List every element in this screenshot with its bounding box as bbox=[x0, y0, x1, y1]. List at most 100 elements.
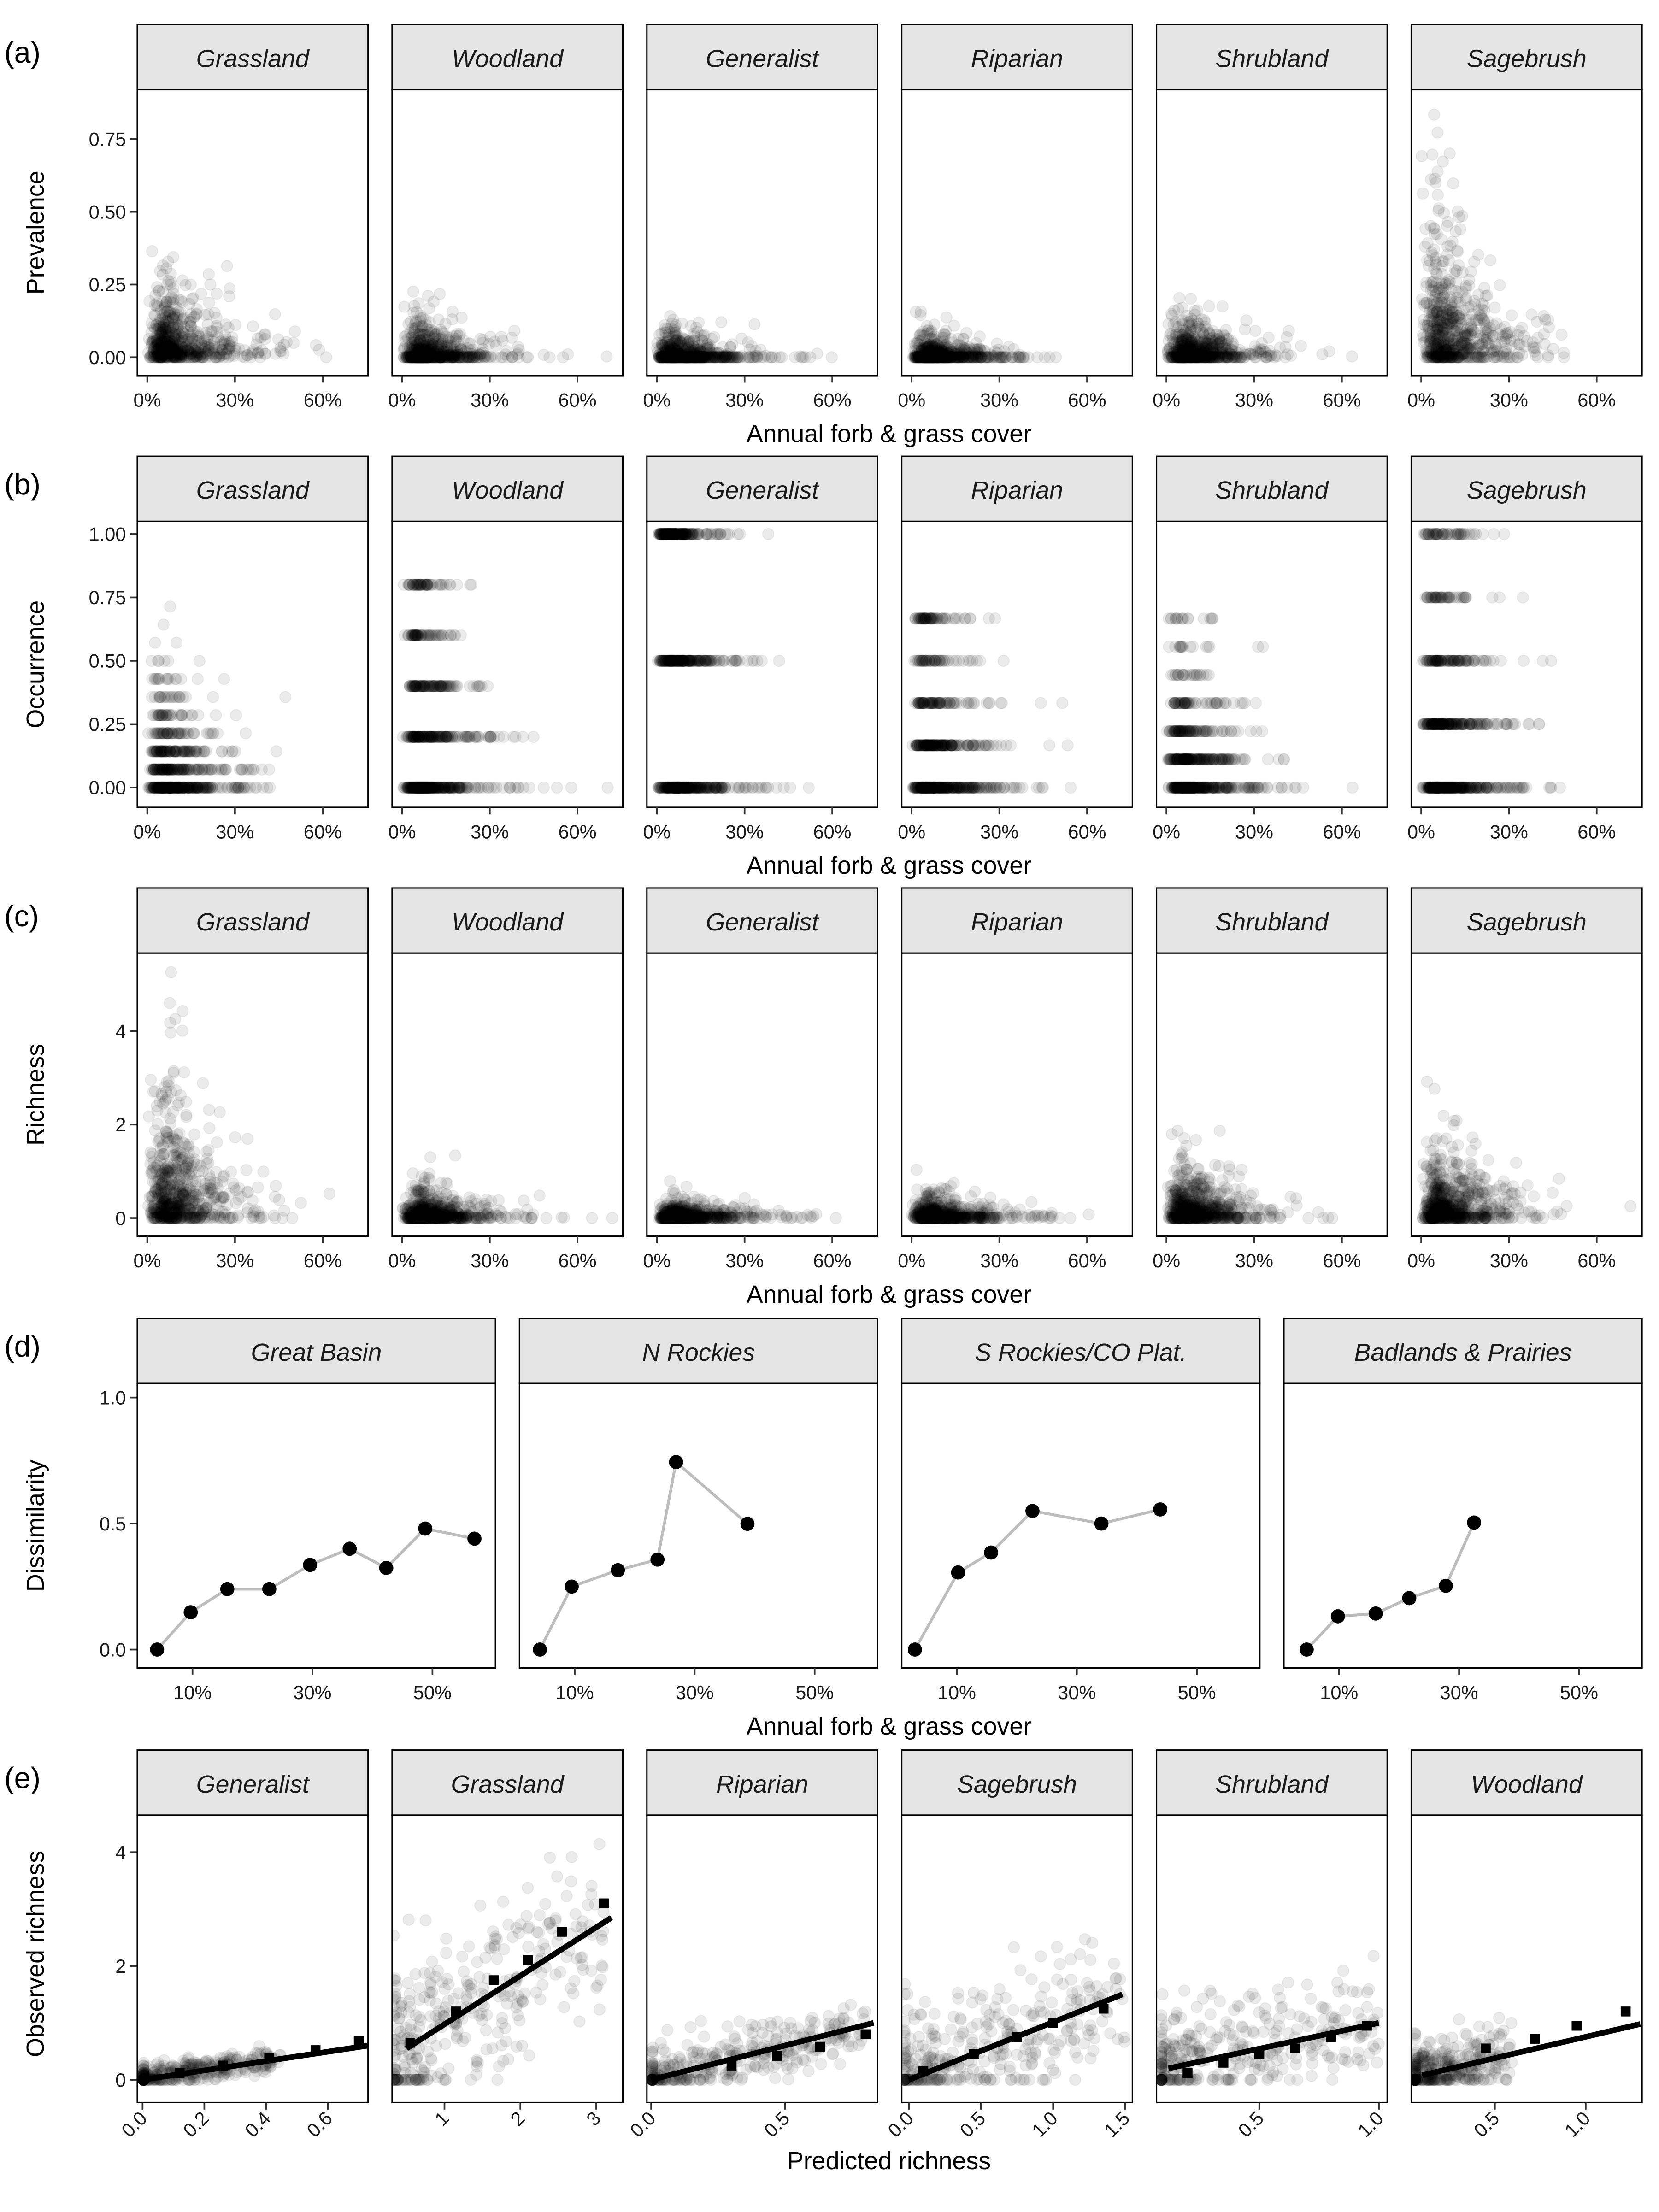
data-point bbox=[683, 351, 695, 364]
data-point bbox=[415, 321, 427, 333]
data-point bbox=[449, 335, 462, 347]
data-point bbox=[665, 351, 677, 364]
data-point bbox=[682, 350, 695, 363]
data-point bbox=[915, 347, 928, 360]
data-point bbox=[446, 348, 459, 361]
data-point bbox=[405, 339, 418, 351]
data-point bbox=[419, 339, 432, 352]
data-point bbox=[1420, 330, 1433, 343]
data-point bbox=[692, 350, 704, 362]
data-point bbox=[416, 350, 429, 363]
data-point bbox=[935, 342, 948, 354]
data-point bbox=[657, 351, 670, 364]
data-point bbox=[213, 341, 225, 353]
data-point bbox=[143, 295, 156, 307]
x-tick-label: 0% bbox=[1407, 389, 1435, 411]
data-point bbox=[153, 335, 165, 348]
data-point bbox=[154, 320, 166, 332]
data-point bbox=[192, 346, 205, 359]
data-point bbox=[405, 351, 418, 364]
data-point bbox=[947, 351, 959, 364]
data-point bbox=[222, 321, 235, 334]
data-point bbox=[151, 345, 163, 358]
data-point bbox=[731, 351, 744, 364]
data-point bbox=[691, 350, 703, 363]
data-point bbox=[219, 318, 232, 331]
facet-strip-label: Riparian bbox=[971, 45, 1063, 72]
data-point bbox=[665, 351, 677, 364]
data-point bbox=[412, 342, 425, 355]
data-point bbox=[410, 350, 423, 363]
data-point bbox=[207, 347, 219, 359]
data-point bbox=[684, 351, 697, 364]
data-point bbox=[148, 308, 160, 321]
data-point bbox=[663, 325, 676, 338]
data-point bbox=[419, 347, 432, 359]
data-point bbox=[675, 351, 688, 364]
data-point bbox=[402, 351, 414, 364]
data-point bbox=[679, 345, 692, 358]
data-point bbox=[434, 333, 446, 345]
data-point bbox=[769, 351, 782, 364]
data-point bbox=[672, 351, 684, 364]
data-point bbox=[681, 351, 693, 364]
data-point bbox=[166, 343, 178, 355]
data-point bbox=[765, 351, 777, 364]
data-point bbox=[440, 349, 453, 362]
data-point bbox=[424, 351, 437, 364]
data-point bbox=[436, 336, 449, 349]
data-point bbox=[716, 351, 729, 364]
data-point bbox=[665, 344, 677, 356]
data-point bbox=[414, 348, 426, 361]
data-point bbox=[683, 344, 696, 356]
data-point bbox=[450, 333, 462, 345]
data-point bbox=[439, 351, 451, 364]
data-point bbox=[151, 347, 164, 359]
data-point bbox=[1447, 177, 1459, 190]
data-point bbox=[210, 709, 222, 722]
data-point bbox=[664, 351, 676, 364]
data-point bbox=[198, 340, 211, 353]
data-point bbox=[218, 351, 230, 364]
data-point bbox=[694, 345, 706, 358]
data-point bbox=[409, 347, 422, 360]
data-point bbox=[410, 335, 423, 347]
data-point bbox=[919, 351, 932, 364]
data-point bbox=[744, 351, 756, 364]
data-point bbox=[175, 341, 188, 353]
data-point bbox=[189, 348, 202, 361]
data-point bbox=[653, 351, 665, 364]
data-point bbox=[181, 344, 194, 357]
data-point bbox=[692, 348, 704, 360]
data-point bbox=[696, 351, 708, 364]
data-point bbox=[426, 351, 439, 364]
data-point bbox=[673, 346, 686, 358]
data-point bbox=[412, 351, 425, 364]
data-point bbox=[675, 351, 687, 364]
data-point bbox=[1456, 351, 1468, 364]
data-point bbox=[410, 315, 423, 327]
data-point bbox=[468, 351, 481, 363]
data-point bbox=[432, 343, 445, 356]
data-point bbox=[664, 344, 677, 357]
data-point bbox=[679, 351, 692, 364]
data-point bbox=[686, 351, 699, 364]
data-point bbox=[694, 351, 706, 364]
data-point bbox=[407, 351, 420, 364]
data-point bbox=[669, 351, 681, 364]
data-point bbox=[166, 341, 179, 354]
data-point bbox=[730, 351, 743, 364]
data-point bbox=[183, 335, 196, 348]
data-point bbox=[174, 350, 186, 363]
data-point bbox=[681, 351, 694, 364]
data-point bbox=[203, 338, 216, 351]
data-point bbox=[700, 351, 712, 364]
data-point bbox=[411, 350, 424, 363]
data-point bbox=[168, 334, 180, 347]
data-point bbox=[202, 341, 215, 354]
data-point bbox=[723, 351, 735, 364]
data-point bbox=[462, 351, 475, 364]
data-point bbox=[455, 312, 468, 324]
data-point bbox=[657, 351, 670, 364]
